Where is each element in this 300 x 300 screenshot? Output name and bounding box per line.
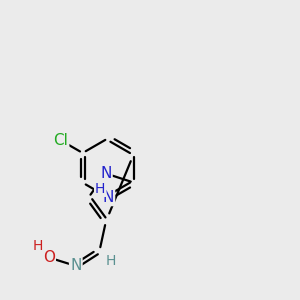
Text: H: H xyxy=(95,182,106,196)
Text: N: N xyxy=(103,190,114,205)
Text: H: H xyxy=(105,254,116,268)
Text: H: H xyxy=(33,238,43,253)
Text: N: N xyxy=(100,166,112,181)
Text: Cl: Cl xyxy=(53,133,68,148)
Text: N: N xyxy=(70,258,82,273)
Text: O: O xyxy=(43,250,55,265)
